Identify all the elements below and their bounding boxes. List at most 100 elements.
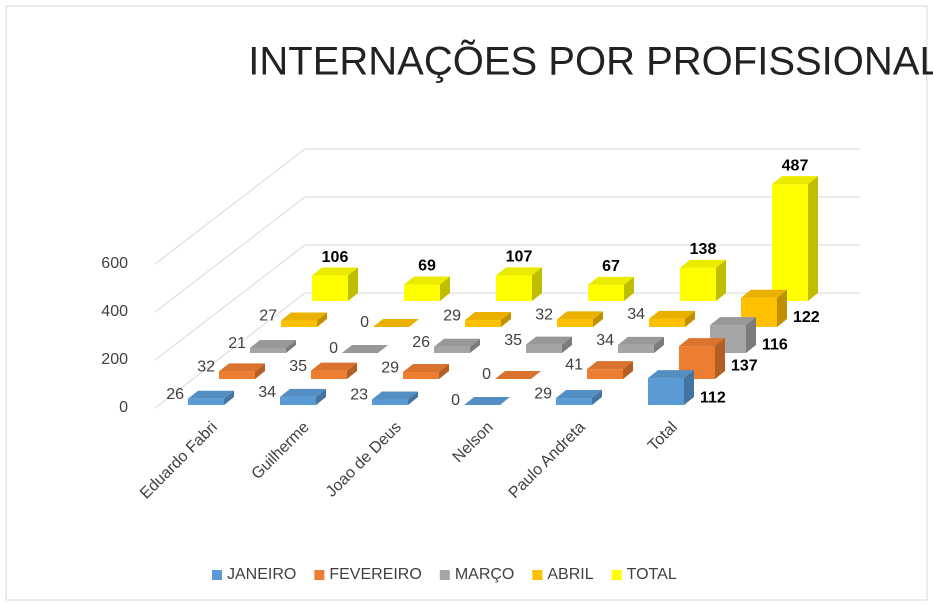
bar-side <box>654 336 664 353</box>
bar-front <box>649 318 685 327</box>
data-label: 116 <box>762 336 788 353</box>
bar-side <box>470 338 480 353</box>
data-label: 67 <box>602 258 620 275</box>
bar-side <box>685 310 695 327</box>
bar-top <box>219 363 265 372</box>
bar <box>342 345 388 353</box>
chart-border <box>5 5 928 601</box>
data-label: 34 <box>627 306 645 323</box>
bar-side <box>624 276 634 301</box>
bar-side <box>439 364 449 379</box>
bar-top <box>372 391 418 400</box>
data-label: 21 <box>228 335 246 352</box>
bar-top <box>772 176 818 185</box>
bar-front <box>465 320 501 327</box>
bar <box>434 338 480 353</box>
bar-top <box>741 289 787 298</box>
data-label: 0 <box>329 340 338 357</box>
bar-front <box>280 396 316 405</box>
bar-side <box>592 390 602 405</box>
bar-front <box>219 371 255 379</box>
bar-front <box>281 320 317 327</box>
bar-side <box>715 338 725 379</box>
bar-side <box>347 362 357 379</box>
bar <box>281 312 327 327</box>
bar-top <box>404 276 450 285</box>
grid-line <box>154 292 860 409</box>
bar <box>495 371 541 379</box>
bar-front <box>188 398 224 405</box>
data-label: 32 <box>197 359 215 376</box>
bar-side <box>501 312 511 327</box>
bar-front <box>772 184 808 301</box>
legend-swatch <box>439 570 450 580</box>
legend-label: ABRIL <box>547 566 593 583</box>
bar <box>250 339 296 353</box>
bar-top <box>280 388 326 397</box>
bar <box>311 362 357 379</box>
bar <box>280 388 326 405</box>
data-label: 35 <box>289 358 307 375</box>
bar <box>648 370 694 405</box>
data-label: 106 <box>322 249 349 266</box>
bar-front <box>372 399 408 405</box>
legend-label: TOTAL <box>627 566 677 583</box>
bar-front <box>588 284 624 301</box>
bar <box>372 391 418 405</box>
data-label: 29 <box>381 359 399 376</box>
data-label: 0 <box>360 314 369 331</box>
bar-top <box>312 267 358 276</box>
data-label: 29 <box>443 307 461 324</box>
bar-top <box>618 336 664 345</box>
legend-swatch <box>611 570 622 580</box>
data-label: 0 <box>482 366 491 383</box>
bar-top <box>556 390 602 399</box>
bar-side <box>286 339 296 353</box>
bar <box>587 361 633 379</box>
bar-side <box>746 317 756 353</box>
bar-side <box>408 391 418 405</box>
y-tick-label: 0 <box>119 399 128 416</box>
bar <box>403 364 449 379</box>
y-tick-label: 400 <box>101 303 128 320</box>
data-label: 23 <box>350 387 368 404</box>
bar-top <box>496 267 542 276</box>
bar <box>679 338 725 379</box>
bar <box>526 336 572 353</box>
bar-front <box>526 344 562 353</box>
bar-side <box>317 312 327 327</box>
bar-top <box>588 276 634 285</box>
bar <box>680 259 726 301</box>
grid-line <box>154 148 860 265</box>
bar-top <box>557 311 603 320</box>
bar-top <box>587 361 633 370</box>
data-label: 0 <box>451 392 460 409</box>
bar-front <box>680 267 716 301</box>
bar-side <box>593 311 603 327</box>
data-label: 34 <box>596 332 614 349</box>
legend-swatch <box>212 570 222 580</box>
bar-top <box>495 371 541 379</box>
data-label: 41 <box>565 356 583 373</box>
bar-front <box>403 372 439 379</box>
bar-side <box>316 388 326 405</box>
bar-top <box>373 319 419 327</box>
bar-side <box>808 176 818 301</box>
bar-top <box>649 310 695 319</box>
chart-title: INTERNAÇÕES POR PROFISSIONAL <box>248 39 933 84</box>
bar-side <box>224 390 234 405</box>
bar-side <box>348 267 358 301</box>
data-label: 35 <box>504 332 522 349</box>
bar-top <box>465 312 511 321</box>
data-label: 107 <box>506 249 533 266</box>
bar-front <box>496 275 532 301</box>
bar <box>188 390 234 405</box>
legend-label: JANEIRO <box>227 566 296 583</box>
bar <box>588 276 634 301</box>
data-label: 26 <box>166 386 184 403</box>
bar-front <box>587 369 623 379</box>
legend-swatch <box>314 570 325 580</box>
y-tick-label: 600 <box>101 255 128 272</box>
bar-top <box>464 397 510 405</box>
bar-side <box>684 370 694 405</box>
